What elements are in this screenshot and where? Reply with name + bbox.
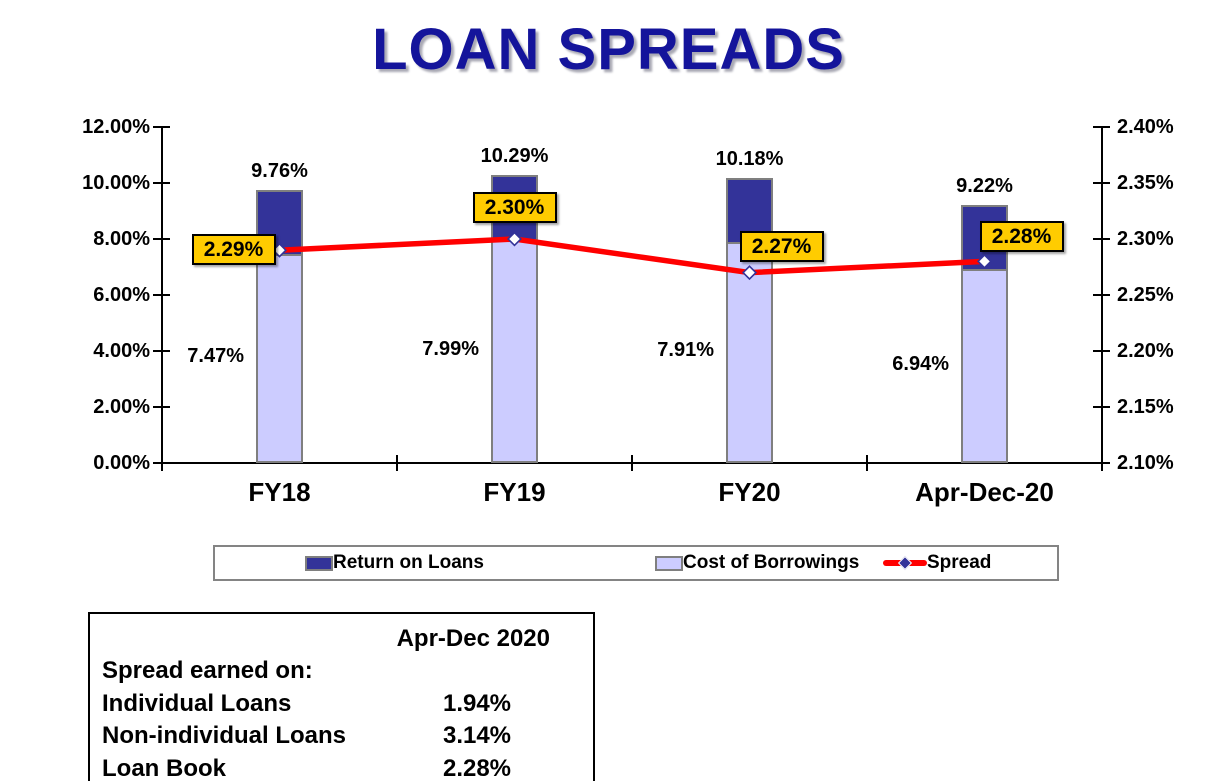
data-label-cost-of-borrowings-fy20: 7.91% (657, 339, 714, 362)
table-row: Loan Book 2.28% (102, 753, 557, 781)
legend-item-spread: Spread (883, 552, 991, 574)
legend-label: Cost of Borrowings (683, 552, 860, 573)
y-axis-right-tick (1093, 238, 1110, 240)
x-axis-tick (396, 455, 398, 471)
x-axis-category-label-fy18: FY18 (248, 477, 311, 507)
y-axis-left-tick (153, 350, 170, 352)
x-axis-category-label-fy20: FY20 (718, 477, 781, 507)
y-axis-right-tick (1093, 126, 1110, 128)
y-axis-left-tick-label: 12.00% (82, 116, 150, 138)
legend-label: Return on Loans (333, 552, 484, 573)
bar-cost-of-borrowings-fy19 (491, 239, 538, 463)
y-axis-right-tick-label: 2.15% (1117, 396, 1174, 418)
legend-item-return-on-loans: Return on Loans (305, 552, 484, 574)
row-value: 3.14% (442, 722, 512, 749)
x-axis-tick (161, 455, 163, 471)
x-axis-tick (631, 455, 633, 471)
bar-cost-of-borrowings-fy18 (256, 253, 303, 463)
y-axis-right-tick (1093, 182, 1110, 184)
y-axis-right-tick-label: 2.35% (1117, 172, 1174, 194)
return-on-loans-swatch-icon (305, 555, 333, 571)
legend-item-cost-of-borrowings: Cost of Borrowings (655, 552, 859, 574)
cost-of-borrowings-swatch-icon (655, 555, 683, 571)
spread-line (279, 236, 985, 276)
y-axis-left-tick (153, 238, 170, 240)
y-axis-left-tick-label: 2.00% (93, 396, 150, 418)
data-label-return-on-loans-apr-dec-20: 9.22% (956, 174, 1013, 197)
y-axis-right-tick (1093, 294, 1110, 296)
y-axis-left-tick-label: 4.00% (93, 340, 150, 362)
data-label-return-on-loans-fy20: 10.18% (715, 147, 784, 170)
page-title: LOAN SPREADS (372, 17, 845, 82)
y-axis-left-tick (153, 294, 170, 296)
data-label-cost-of-borrowings-apr-dec-20: 6.94% (892, 352, 949, 375)
x-axis-tick (1101, 455, 1103, 471)
data-label-return-on-loans-fy18: 9.76% (251, 159, 308, 182)
data-label-return-on-loans-fy19: 10.29% (480, 144, 549, 167)
y-axis-left-tick (153, 182, 170, 184)
bar-cost-of-borrowings-fy20 (726, 241, 773, 463)
data-label-spread-fy19: 2.30% (472, 192, 557, 223)
diamond-marker-icon (897, 555, 913, 571)
y-axis-right-tick (1093, 350, 1110, 352)
data-label-spread-fy20: 2.27% (739, 230, 824, 262)
spread-line-icon (883, 555, 927, 571)
row-value: 2.28% (442, 754, 512, 781)
y-axis-left-tick-label: 6.00% (93, 284, 150, 306)
y-axis-right-tick-label: 2.20% (1117, 340, 1174, 362)
row-value (397, 655, 557, 688)
row-value: 1.94% (442, 689, 512, 717)
y-axis-right-tick-label: 2.30% (1117, 228, 1174, 250)
y-axis-left-tick-label: 8.00% (93, 228, 150, 250)
spread-table: Apr-Dec 2020 Spread earned on: Individua… (88, 612, 595, 781)
row-label: Non-individual Loans (102, 722, 346, 749)
data-label-spread-apr-dec-20: 2.28% (979, 221, 1064, 253)
data-label-spread-fy18: 2.29% (191, 234, 276, 266)
table-header: Apr-Dec 2020 (396, 625, 550, 652)
y-axis-left-tick (153, 406, 170, 408)
row-label: Individual Loans (102, 689, 292, 717)
y-axis-left-tick-label: 10.00% (82, 172, 150, 194)
table-row: Individual Loans 1.94% (102, 688, 557, 721)
x-axis-category-label-fy19: FY19 (483, 477, 546, 507)
y-axis-right-tick-label: 2.10% (1117, 452, 1174, 474)
x-axis-tick (866, 455, 868, 471)
bar-cost-of-borrowings-apr-dec-20 (961, 268, 1008, 463)
data-label-cost-of-borrowings-fy18: 7.47% (187, 345, 244, 368)
y-axis-right-tick (1093, 406, 1110, 408)
table-row: Spread earned on: (102, 655, 557, 688)
x-axis-category-label-apr-dec-20: Apr-Dec-20 (915, 477, 1054, 507)
legend-label: Spread (927, 552, 992, 573)
row-label: Spread earned on: (102, 657, 313, 684)
data-label-cost-of-borrowings-fy19: 7.99% (422, 338, 479, 361)
row-label: Loan Book (102, 754, 226, 781)
y-axis-left-tick-label: 0.00% (93, 452, 150, 474)
table-row: Non-individual Loans 3.14% (102, 720, 557, 753)
y-axis-right-tick-label: 2.40% (1117, 116, 1174, 138)
y-axis-right-tick-label: 2.25% (1117, 284, 1174, 306)
chart-legend: Return on Loans Cost of Borrowings Sprea… (213, 545, 1059, 581)
y-axis-left-tick (153, 126, 170, 128)
